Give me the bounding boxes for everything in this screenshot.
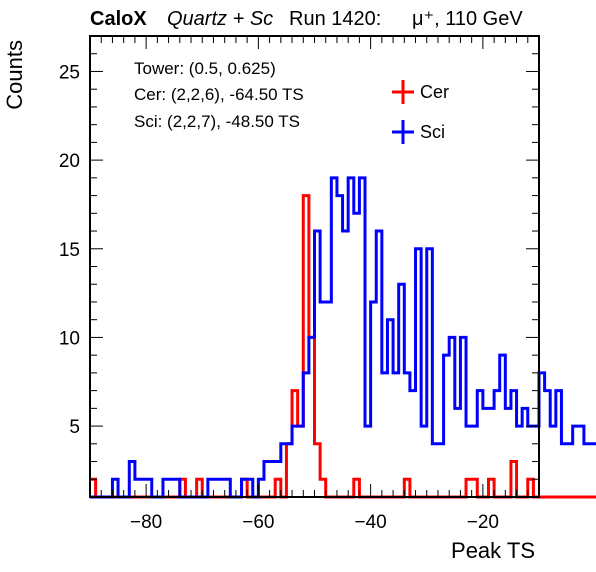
legend: Cer Sci bbox=[392, 80, 449, 144]
info-sci: Sci: (2,2,7), -48.50 TS bbox=[134, 112, 300, 131]
legend-entry-sci: Sci bbox=[392, 120, 445, 144]
y-tick-label: 25 bbox=[59, 62, 80, 83]
legend-label-sci: Sci bbox=[420, 122, 445, 142]
x-axis-title: Peak TS bbox=[451, 538, 535, 563]
header-run: Run 1420: bbox=[289, 8, 381, 30]
series-sci-line bbox=[90, 176, 596, 499]
series-cer-line bbox=[90, 194, 596, 499]
ticks-layer: −80 −60 −40 −20 5 10 15 20 25 bbox=[59, 35, 540, 533]
legend-entry-cer: Cer bbox=[392, 80, 449, 104]
info-cer: Cer: (2,2,6), -64.50 TS bbox=[134, 85, 304, 104]
header-experiment: CaloX bbox=[90, 8, 147, 30]
x-tick-label: −40 bbox=[355, 512, 387, 533]
y-axis-title: Counts bbox=[2, 40, 27, 110]
info-tower: Tower: (0.5, 0.625) bbox=[134, 59, 276, 78]
x-tick-label: −20 bbox=[467, 512, 499, 533]
header-config: Quartz + Sc bbox=[167, 8, 273, 30]
header-beam: μ⁺, 110 GeV bbox=[412, 8, 523, 30]
y-tick-label: 15 bbox=[59, 240, 80, 261]
x-tick-label: −60 bbox=[242, 512, 274, 533]
y-tick-label: 10 bbox=[59, 328, 80, 349]
series-layer bbox=[90, 176, 596, 499]
legend-label-cer: Cer bbox=[420, 82, 449, 102]
y-tick-label: 5 bbox=[69, 417, 80, 438]
x-tick-label: −80 bbox=[130, 512, 162, 533]
y-tick-label: 20 bbox=[59, 151, 80, 172]
